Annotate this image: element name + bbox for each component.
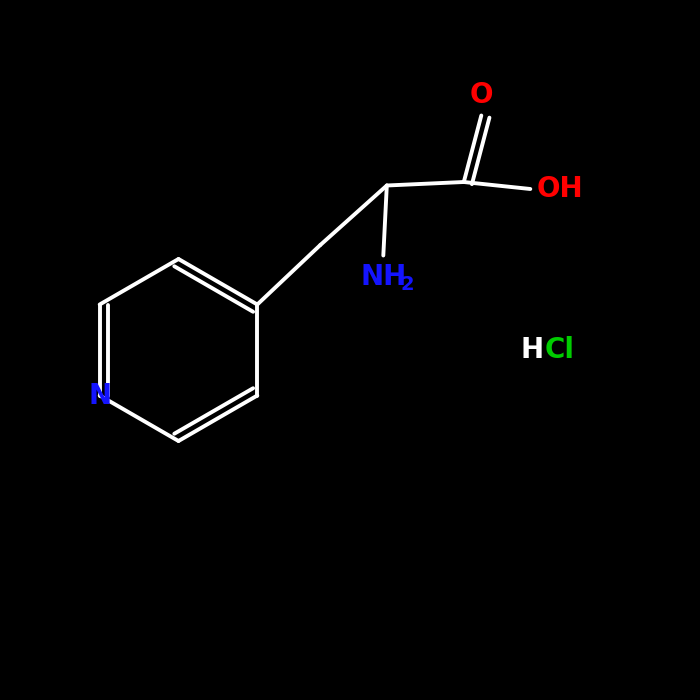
Text: 2: 2 [400,275,414,295]
Text: H: H [520,336,544,364]
Text: N: N [88,382,111,409]
Text: NH: NH [360,262,407,290]
Text: O: O [470,80,493,108]
Text: OH: OH [536,175,583,203]
Text: Cl: Cl [545,336,575,364]
